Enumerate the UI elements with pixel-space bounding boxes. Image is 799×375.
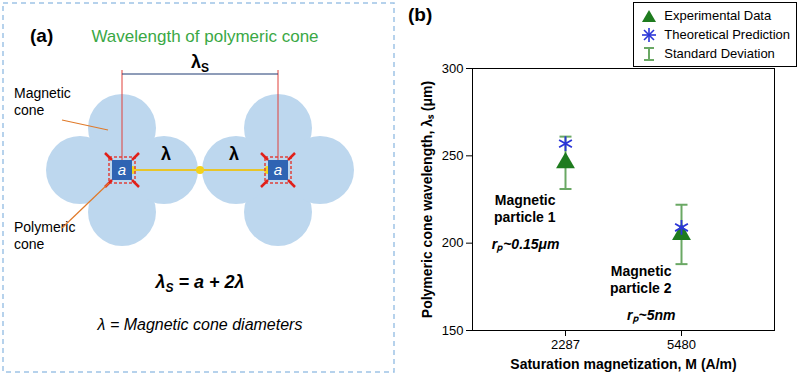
- svg-text:Magnetic: Magnetic: [14, 85, 71, 101]
- svg-text:λ = Magnetic cone diameters: λ = Magnetic cone diameters: [97, 316, 303, 333]
- svg-text:(a): (a): [30, 25, 53, 46]
- svg-text:cone: cone: [14, 102, 45, 118]
- svg-text:Polymeric: Polymeric: [14, 219, 75, 235]
- svg-text:λ: λ: [229, 144, 239, 164]
- html-text:Standard Deviation: Standard Deviation: [664, 46, 775, 61]
- svg-text:Polymeric cone wavelength, λₛ: Polymeric cone wavelength, λₛ (μm): [419, 81, 435, 318]
- svg-text:200: 200: [442, 235, 464, 250]
- svg-text:λ: λ: [161, 144, 171, 164]
- html-text:(b): (b): [408, 4, 433, 25]
- svg-text:Magneticparticle 1: Magneticparticle 1: [494, 192, 556, 225]
- svg-text:a: a: [274, 161, 282, 178]
- svg-text:150: 150: [442, 323, 464, 338]
- svg-text:λS: λS: [191, 52, 209, 75]
- svg-text:Magneticparticle 2: Magneticparticle 2: [610, 263, 672, 296]
- svg-text:300: 300: [442, 61, 464, 76]
- svg-text:Saturation magnetization, M (A: Saturation magnetization, M (A/m): [510, 356, 736, 372]
- svg-text:λS = a + 2λ: λS = a + 2λ: [154, 272, 244, 295]
- html-text:Experimental Data: Experimental Data: [664, 8, 772, 23]
- svg-text:rₚ~5nm: rₚ~5nm: [627, 307, 675, 324]
- svg-text:2287: 2287: [551, 337, 580, 352]
- svg-text:cone: cone: [14, 236, 45, 252]
- svg-text:Wavelength of polymeric cone: Wavelength of polymeric cone: [91, 27, 318, 46]
- svg-text:rₚ~0.15μm: rₚ~0.15μm: [492, 236, 560, 253]
- svg-text:a: a: [118, 161, 126, 178]
- svg-text:5480: 5480: [667, 337, 696, 352]
- html-text:Theoretical Prediction: Theoretical Prediction: [664, 27, 790, 42]
- svg-text:250: 250: [442, 148, 464, 163]
